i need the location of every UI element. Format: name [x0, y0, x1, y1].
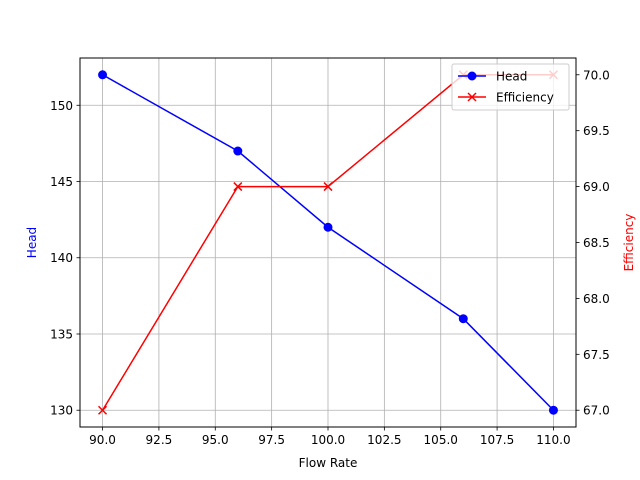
- x-axis-ticks: 90.0 92.5 95.0 97.5 100.0 102.5 105.0 107.5 110.…: [89, 427, 571, 447]
- efficiency-data-point: [233, 182, 243, 192]
- legend-marker-efficiency: [467, 92, 477, 102]
- x-axis-label: Flow Rate: [299, 456, 358, 470]
- left-y-tick-label: 145: [50, 175, 73, 189]
- left-y-tick-label: 150: [50, 99, 73, 113]
- x-tick-label: 95.0: [202, 433, 229, 447]
- x-tick-label: 90.0: [89, 433, 116, 447]
- right-y-tick-label: 69.5: [583, 124, 610, 138]
- head-data-point: [323, 222, 333, 232]
- left-y-axis-ticks: 130 135 140 145 150: [50, 99, 80, 418]
- right-y-tick-label: 69.0: [583, 180, 610, 194]
- x-tick-label: 105.0: [424, 433, 458, 447]
- left-y-tick-label: 130: [50, 404, 73, 418]
- legend-label-head: Head: [496, 70, 527, 84]
- x-tick-label: 97.5: [258, 433, 285, 447]
- right-y-tick-label: 68.5: [583, 236, 610, 250]
- x-tick-label: 107.5: [480, 433, 514, 447]
- head-data-point: [98, 70, 108, 80]
- grid-lines: [80, 58, 576, 427]
- x-tick-label: 92.5: [146, 433, 173, 447]
- efficiency-data-point: [98, 405, 108, 415]
- right-y-tick-label: 68.0: [583, 292, 610, 306]
- left-y-axis-label: Head: [25, 227, 39, 258]
- right-y-axis-label: Efficiency: [622, 214, 636, 272]
- left-y-tick-label: 140: [50, 251, 73, 265]
- right-y-tick-label: 70.0: [583, 68, 610, 82]
- head-data-point: [548, 405, 558, 415]
- x-tick-label: 110.0: [536, 433, 570, 447]
- legend-label-efficiency: Efficiency: [496, 91, 554, 105]
- x-tick-label: 102.5: [367, 433, 401, 447]
- right-y-tick-label: 67.0: [583, 404, 610, 418]
- right-y-axis-ticks: 67.0 67.5 68.0 68.5 69.0 69.5 70.0: [576, 68, 610, 418]
- head-data-point: [233, 146, 243, 156]
- legend: Head Efficiency: [451, 63, 570, 111]
- efficiency-data-point: [323, 182, 333, 192]
- left-y-tick-label: 135: [50, 327, 73, 341]
- legend-marker-head: [467, 71, 477, 81]
- head-data-point: [458, 314, 468, 324]
- right-y-tick-label: 67.5: [583, 348, 610, 362]
- x-tick-label: 100.0: [311, 433, 345, 447]
